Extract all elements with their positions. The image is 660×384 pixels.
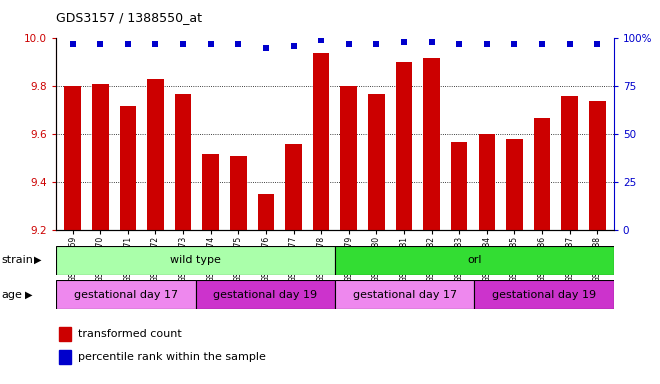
Point: [509, 41, 519, 47]
Point: [67, 41, 78, 47]
Bar: [59, 350, 71, 364]
Point: [454, 41, 465, 47]
Text: strain: strain: [1, 255, 33, 265]
Bar: [478, 134, 495, 230]
Bar: [451, 142, 467, 230]
Text: ▶: ▶: [25, 290, 32, 300]
Point: [564, 41, 575, 47]
Bar: [65, 86, 81, 230]
Bar: [562, 96, 578, 230]
Text: age: age: [1, 290, 22, 300]
Point: [123, 41, 133, 47]
Bar: [285, 144, 302, 230]
Bar: [396, 63, 412, 230]
Text: GDS3157 / 1388550_at: GDS3157 / 1388550_at: [56, 12, 202, 25]
Text: percentile rank within the sample: percentile rank within the sample: [78, 352, 266, 362]
Bar: [335, 280, 475, 309]
Point: [399, 39, 409, 45]
Bar: [589, 101, 605, 230]
Point: [316, 37, 327, 43]
Text: gestational day 19: gestational day 19: [492, 290, 596, 300]
Bar: [335, 246, 614, 275]
Bar: [56, 280, 195, 309]
Point: [371, 41, 381, 47]
Point: [261, 45, 271, 51]
Bar: [195, 280, 335, 309]
Text: gestational day 17: gestational day 17: [74, 290, 178, 300]
Point: [95, 41, 106, 47]
Bar: [175, 94, 191, 230]
Point: [343, 41, 354, 47]
Point: [537, 41, 547, 47]
Bar: [147, 79, 164, 230]
Point: [205, 41, 216, 47]
Text: ▶: ▶: [34, 255, 42, 265]
Text: gestational day 19: gestational day 19: [213, 290, 317, 300]
Point: [592, 41, 603, 47]
Point: [178, 41, 188, 47]
Bar: [56, 246, 335, 275]
Text: wild type: wild type: [170, 255, 221, 265]
Point: [482, 41, 492, 47]
Point: [233, 41, 244, 47]
Bar: [423, 58, 440, 230]
Bar: [119, 106, 136, 230]
Bar: [313, 53, 329, 230]
Bar: [341, 86, 357, 230]
Bar: [59, 327, 71, 341]
Bar: [230, 156, 247, 230]
Text: transformed count: transformed count: [78, 329, 182, 339]
Bar: [534, 118, 550, 230]
Point: [426, 39, 437, 45]
Point: [288, 43, 299, 49]
Bar: [368, 94, 385, 230]
Bar: [92, 84, 108, 230]
Bar: [506, 139, 523, 230]
Bar: [475, 280, 614, 309]
Text: orl: orl: [467, 255, 482, 265]
Point: [150, 41, 161, 47]
Text: gestational day 17: gestational day 17: [352, 290, 457, 300]
Bar: [257, 194, 274, 230]
Bar: [203, 154, 219, 230]
